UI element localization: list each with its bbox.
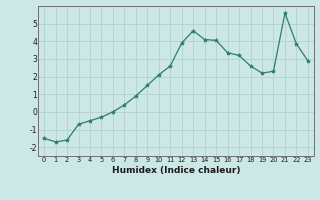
X-axis label: Humidex (Indice chaleur): Humidex (Indice chaleur): [112, 166, 240, 175]
